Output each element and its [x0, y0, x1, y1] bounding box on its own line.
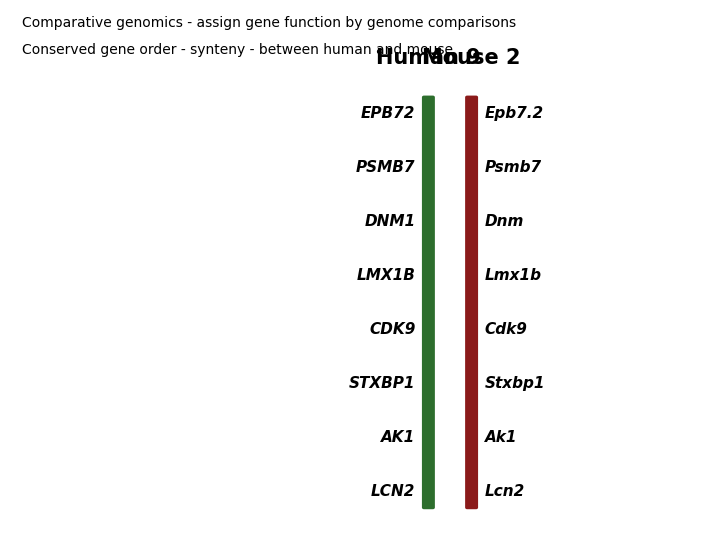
Text: LCN2: LCN2	[371, 484, 415, 499]
Text: Cdk9: Cdk9	[485, 322, 528, 337]
Text: Dnm: Dnm	[485, 214, 524, 229]
Text: Lmx1b: Lmx1b	[485, 268, 541, 283]
Text: Lcn2: Lcn2	[485, 484, 525, 499]
Text: PSMB7: PSMB7	[356, 160, 415, 175]
Text: DNM1: DNM1	[364, 214, 415, 229]
Text: AK1: AK1	[381, 430, 415, 445]
Text: CDK9: CDK9	[369, 322, 415, 337]
FancyBboxPatch shape	[422, 96, 435, 509]
Text: Mouse 2: Mouse 2	[423, 48, 521, 68]
Text: Psmb7: Psmb7	[485, 160, 541, 175]
Text: LMX1B: LMX1B	[356, 268, 415, 283]
Text: Comparative genomics - assign gene function by genome comparisons: Comparative genomics - assign gene funct…	[22, 16, 516, 30]
Text: Ak1: Ak1	[485, 430, 517, 445]
Text: EPB72: EPB72	[361, 106, 415, 121]
Text: Conserved gene order - synteny - between human and mouse: Conserved gene order - synteny - between…	[22, 43, 453, 57]
Text: Stxbp1: Stxbp1	[485, 376, 545, 391]
FancyBboxPatch shape	[465, 96, 478, 509]
Text: Human 9: Human 9	[376, 48, 481, 68]
Text: Epb7.2: Epb7.2	[485, 106, 544, 121]
Text: STXBP1: STXBP1	[349, 376, 415, 391]
